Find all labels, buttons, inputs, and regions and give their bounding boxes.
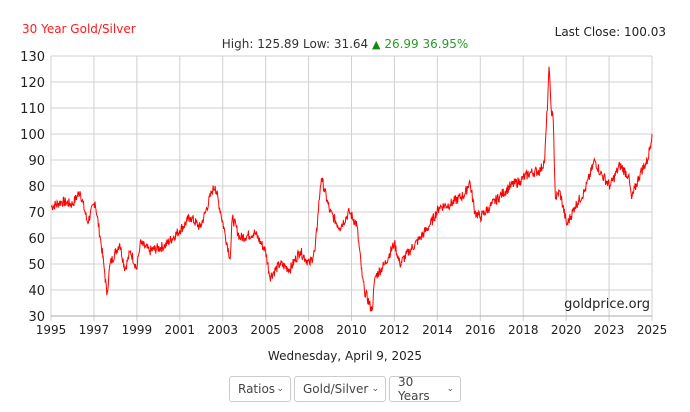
x-tick-label: 1997 [79, 323, 110, 337]
x-tick-label: 2012 [379, 323, 410, 337]
y-tick-label: 110 [20, 102, 45, 117]
last-close: Last Close: 100.03 [554, 25, 666, 39]
period-select[interactable]: 30 Years ⌄ [389, 375, 461, 403]
x-tick-label: 2010 [336, 323, 367, 337]
y-tick-label: 60 [28, 232, 45, 247]
x-tick-label: 1999 [122, 323, 153, 337]
x-tick-label: 2008 [293, 323, 324, 337]
x-tick-label: 2018 [508, 323, 539, 337]
change-value: 26.99 36.95% [384, 37, 469, 51]
y-tick-label: 120 [20, 76, 45, 91]
ratio-select[interactable]: Gold/Silver ⌄ [294, 376, 386, 402]
y-tick-label: 100 [20, 128, 45, 143]
select-value: Ratios [238, 382, 276, 396]
select-value: Gold/Silver [303, 382, 369, 396]
high-low: High: 125.89 Low: 31.64 [221, 37, 369, 51]
y-tick-label: 50 [28, 258, 45, 273]
chart-date: Wednesday, April 9, 2025 [267, 349, 423, 363]
x-tick-label: 2025 [637, 323, 668, 337]
x-tick-label: 2005 [250, 323, 281, 337]
x-tick-label: 1995 [36, 323, 67, 337]
y-tick-label: 30 [28, 310, 45, 325]
chart-title: 30 Year Gold/Silver [22, 22, 136, 36]
x-tick-label: 2001 [165, 323, 196, 337]
series-line [50, 66, 653, 312]
y-tick-label: 90 [28, 154, 45, 169]
x-tick-label: 2020 [551, 323, 582, 337]
chevron-down-icon: ⌄ [371, 384, 379, 394]
x-tick-label: 2023 [594, 323, 625, 337]
category-select[interactable]: Ratios ⌄ [229, 376, 291, 402]
triangle-up-icon: ▲ [372, 38, 381, 51]
chevron-down-icon: ⌄ [276, 384, 284, 394]
select-value: 30 Years [398, 375, 430, 403]
y-tick-label: 40 [28, 284, 45, 299]
x-tick-label: 2016 [465, 323, 496, 337]
x-tick-label: 2003 [207, 323, 238, 337]
y-tick-label: 70 [28, 206, 45, 221]
chevron-down-icon: ⌄ [446, 384, 454, 394]
x-tick-label: 2014 [422, 323, 453, 337]
y-tick-label: 80 [28, 180, 45, 195]
watermark: goldprice.org [564, 297, 650, 312]
y-tick-label: 130 [20, 50, 45, 65]
chart-controls: Ratios ⌄ Gold/Silver ⌄ 30 Years ⌄ [0, 375, 690, 403]
stats-line: High: 125.89 Low: 31.64 ▲ 26.99 36.95% [0, 37, 690, 51]
